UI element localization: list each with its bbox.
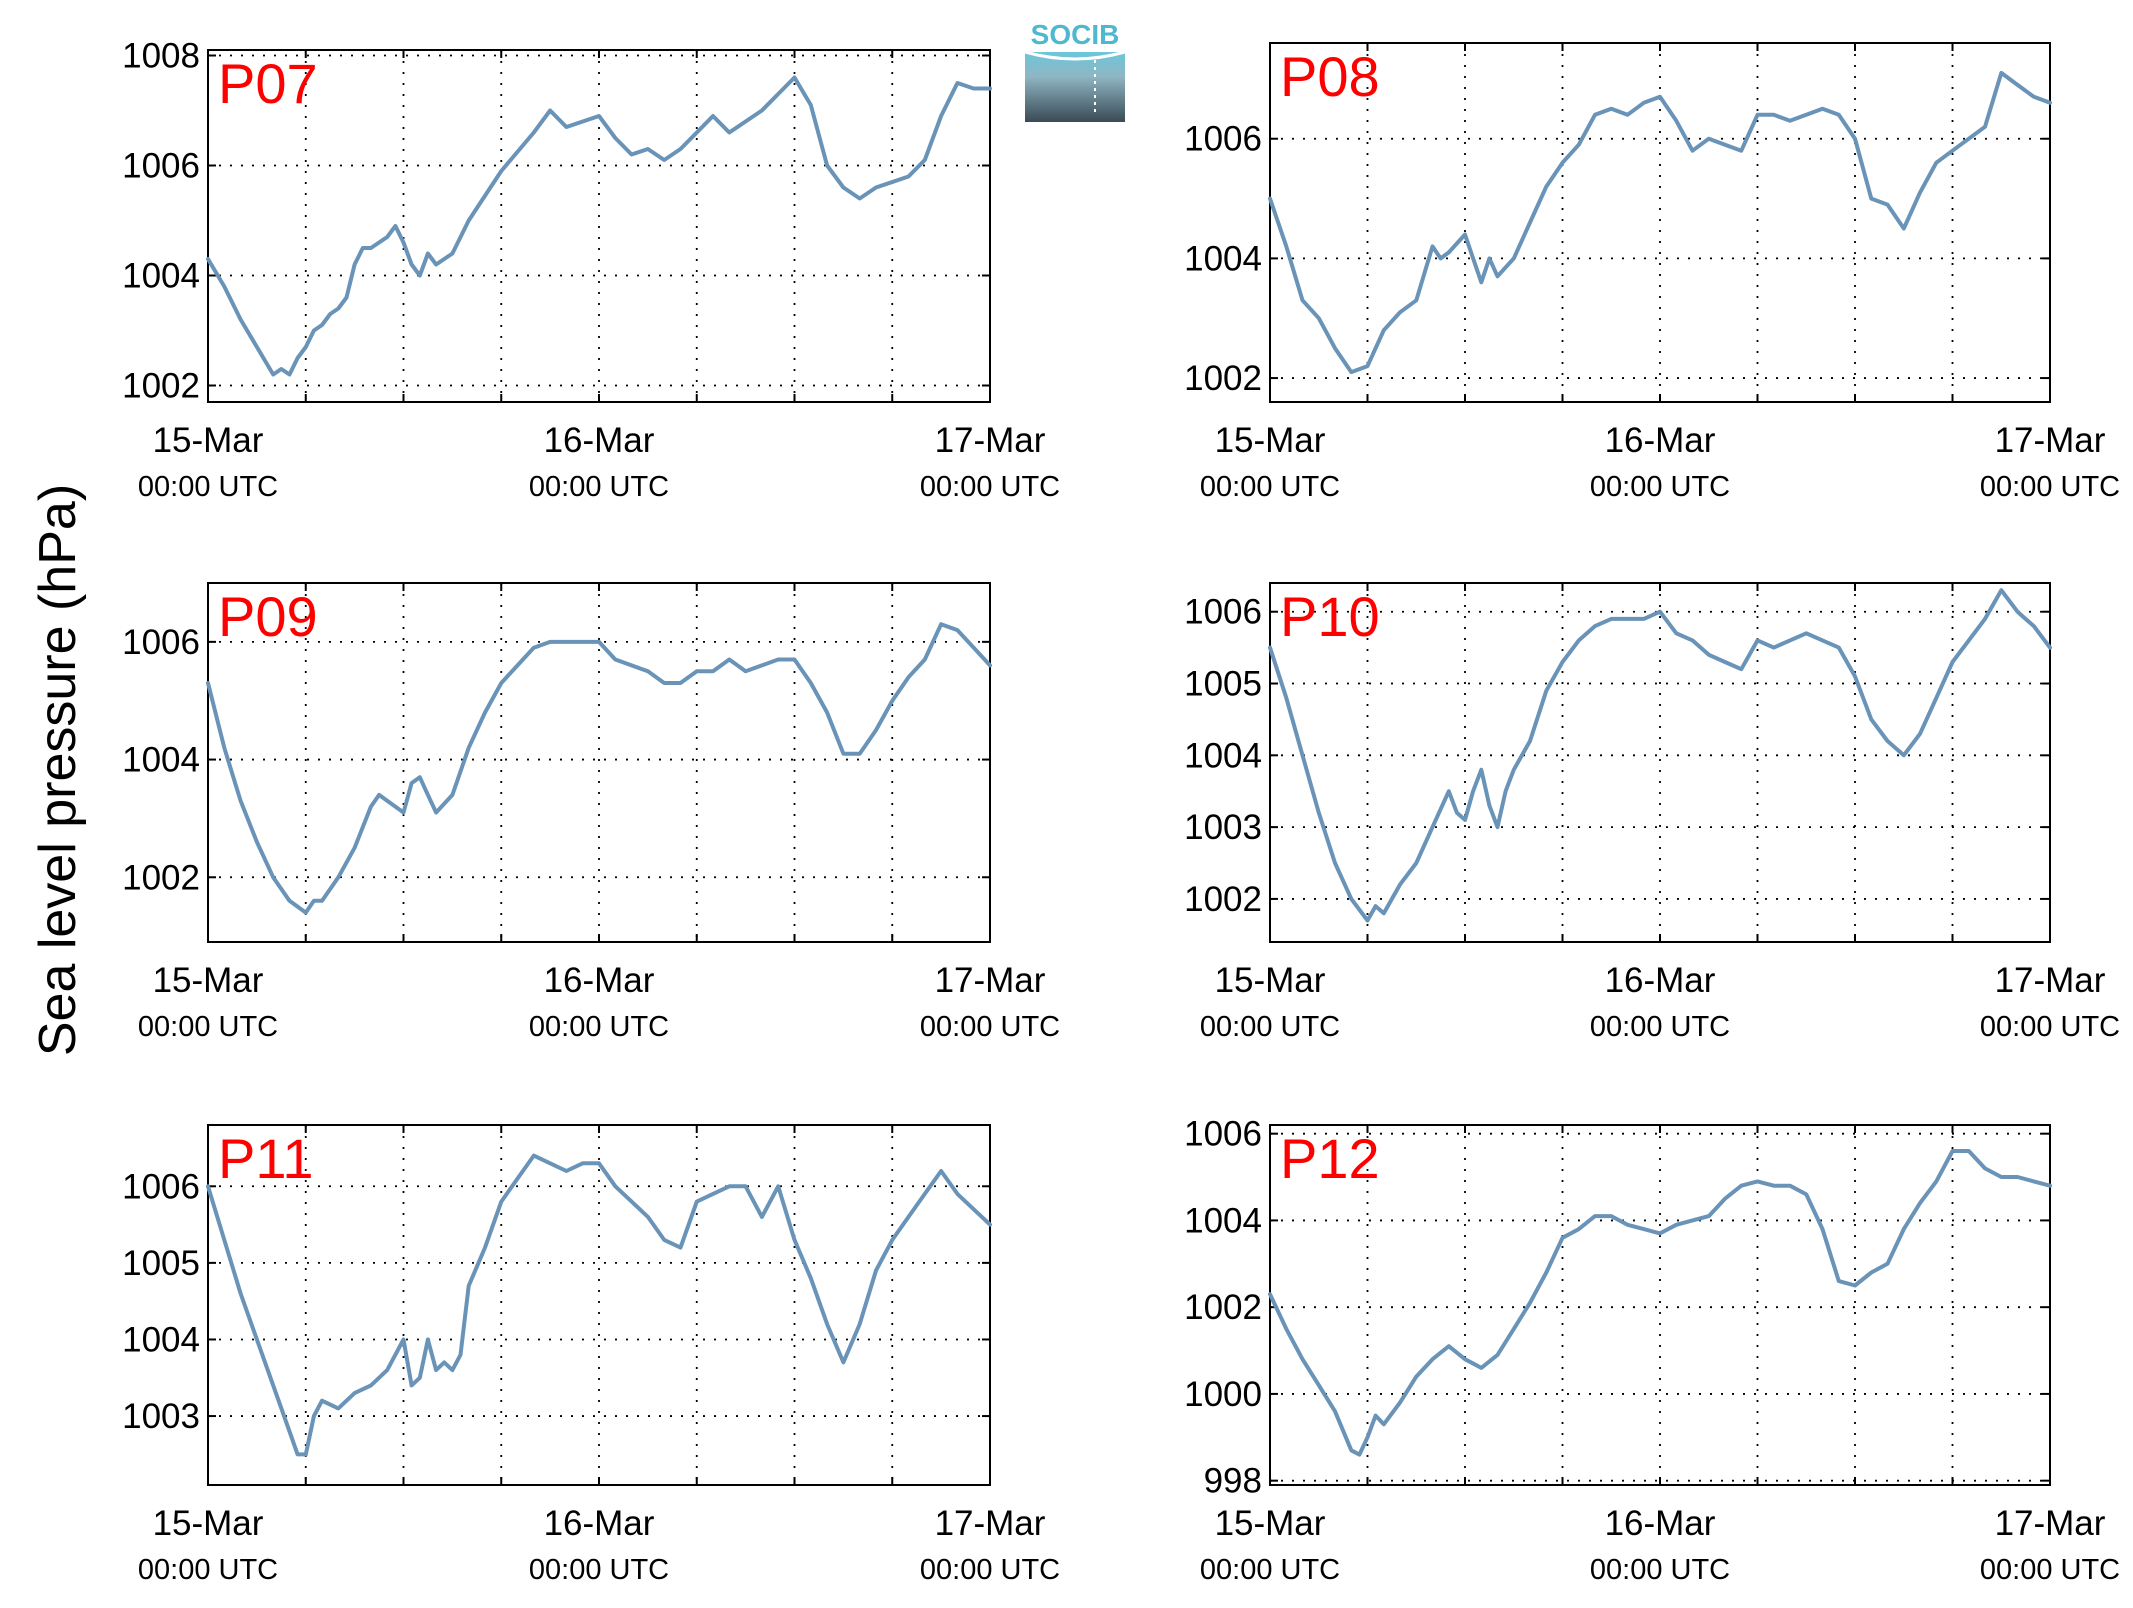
panel-station-label: P07 xyxy=(218,52,318,115)
panel-p07: 1002 1004 1006 1008 15-Mar 00:00 UTC 16-Mar 00:… xyxy=(122,37,1060,504)
x-tick-label-time: 00:00 UTC xyxy=(529,1554,669,1586)
x-tick-label-time: 00:00 UTC xyxy=(1590,471,1730,503)
x-tick-label-time: 00:00 UTC xyxy=(1980,1554,2120,1586)
panel-p10: 1002 1003 1004 1005 1006 15-Mar 00:00 UTC 16-Ma… xyxy=(1184,582,2120,1043)
panels: 1002 1004 1006 1008 15-Mar 00:00 UTC 16-Mar 00:… xyxy=(122,37,2120,1587)
x-tick-label-date: 15-Mar xyxy=(1215,421,1326,460)
y-tick-label: 1006 xyxy=(1184,120,1262,159)
x-tick-label-time: 00:00 UTC xyxy=(920,1554,1060,1586)
y-tick-label: 1008 xyxy=(122,37,200,76)
x-tick-label-time: 00:00 UTC xyxy=(138,1554,278,1586)
panel-station-label: P10 xyxy=(1280,585,1380,648)
panel-p12: 998 1000 1002 1004 1006 15-Mar 00:00 UTC 16-Mar… xyxy=(1184,1115,2120,1586)
x-tick-label-date: 17-Mar xyxy=(1995,421,2106,460)
series-line-p07 xyxy=(206,75,992,377)
panel-p11: 1003 1004 1005 1006 15-Mar 00:00 UTC 16-Mar 00:… xyxy=(122,1124,1060,1586)
y-tick-label: 1006 xyxy=(1184,1115,1262,1154)
x-tick-label-date: 15-Mar xyxy=(153,421,264,460)
y-tick-label: 1006 xyxy=(1184,593,1262,632)
x-tick-label-date: 17-Mar xyxy=(1995,961,2106,1000)
y-tick-label: 1004 xyxy=(122,257,200,296)
x-tick-label-date: 16-Mar xyxy=(544,421,655,460)
panel-station-label: P12 xyxy=(1280,1127,1380,1190)
y-tick-label: 1004 xyxy=(122,741,200,780)
x-tick-label-date: 17-Mar xyxy=(935,421,1046,460)
x-tick-label-time: 00:00 UTC xyxy=(920,471,1060,503)
panel-station-label: P11 xyxy=(218,1127,313,1190)
x-tick-label-time: 00:00 UTC xyxy=(138,1011,278,1043)
series-line-p11 xyxy=(206,1153,992,1457)
x-tick-label-time: 00:00 UTC xyxy=(529,471,669,503)
x-tick-label-time: 00:00 UTC xyxy=(1200,471,1340,503)
panel-station-label: P09 xyxy=(218,585,318,648)
series-line-p09 xyxy=(206,622,992,915)
x-tick-label-date: 16-Mar xyxy=(1605,961,1716,1000)
series-line-p12 xyxy=(1268,1149,2052,1457)
x-tick-label-date: 16-Mar xyxy=(544,1504,655,1543)
panel-station-label: P08 xyxy=(1280,45,1380,108)
x-tick-label-time: 00:00 UTC xyxy=(1590,1554,1730,1586)
panel-p09: 1002 1004 1006 15-Mar 00:00 UTC 16-Mar 00:00 U… xyxy=(122,582,1060,1043)
x-tick-label-time: 00:00 UTC xyxy=(529,1011,669,1043)
y-tick-label: 1004 xyxy=(122,1320,200,1359)
x-tick-label-time: 00:00 UTC xyxy=(1590,1011,1730,1043)
y-tick-label: 1004 xyxy=(1184,1201,1262,1240)
x-tick-label-date: 15-Mar xyxy=(153,961,264,1000)
x-tick-label-date: 16-Mar xyxy=(1605,421,1716,460)
y-tick-label: 1002 xyxy=(1184,359,1262,398)
panel-p08: 1002 1004 1006 15-Mar 00:00 UTC 16-Mar 00:00 U… xyxy=(1184,42,2120,503)
y-tick-label: 1004 xyxy=(1184,736,1262,775)
x-tick-label-time: 00:00 UTC xyxy=(138,471,278,503)
x-tick-label-time: 00:00 UTC xyxy=(1980,1011,2120,1043)
series-line-p08 xyxy=(1268,70,2052,375)
x-tick-label-date: 16-Mar xyxy=(544,961,655,1000)
logo-text: SOCIB xyxy=(1031,19,1120,50)
y-tick-label: 1002 xyxy=(1184,880,1262,919)
x-tick-label-date: 17-Mar xyxy=(1995,1504,2106,1543)
x-tick-label-time: 00:00 UTC xyxy=(1200,1554,1340,1586)
y-tick-label: 1002 xyxy=(122,858,200,897)
x-tick-label-time: 00:00 UTC xyxy=(1980,471,2120,503)
x-tick-label-time: 00:00 UTC xyxy=(1200,1011,1340,1043)
y-tick-label: 1006 xyxy=(122,1167,200,1206)
y-axis-label: Sea level pressure (hPa) xyxy=(29,484,87,1056)
x-tick-label-date: 15-Mar xyxy=(1215,961,1326,1000)
x-tick-label-time: 00:00 UTC xyxy=(920,1011,1060,1043)
x-tick-label-date: 15-Mar xyxy=(1215,1504,1326,1543)
socib-logo: SOCIB xyxy=(1024,19,1126,122)
y-tick-label: 1002 xyxy=(1184,1288,1262,1327)
x-tick-label-date: 15-Mar xyxy=(153,1504,264,1543)
y-tick-label: 1006 xyxy=(122,147,200,186)
x-tick-label-date: 17-Mar xyxy=(935,1504,1046,1543)
x-tick-label-date: 16-Mar xyxy=(1605,1504,1716,1543)
y-tick-label: 1002 xyxy=(122,367,200,406)
x-tick-label-date: 17-Mar xyxy=(935,961,1046,1000)
y-tick-label: 1004 xyxy=(1184,239,1262,278)
series-line-p10 xyxy=(1268,588,2052,923)
y-tick-label: 1003 xyxy=(122,1397,200,1436)
y-tick-label: 998 xyxy=(1204,1462,1262,1501)
y-tick-label: 1003 xyxy=(1184,808,1262,847)
y-tick-label: 1006 xyxy=(122,623,200,662)
y-tick-label: 1005 xyxy=(122,1244,200,1283)
y-tick-label: 1000 xyxy=(1184,1375,1262,1414)
y-tick-label: 1005 xyxy=(1184,665,1262,704)
